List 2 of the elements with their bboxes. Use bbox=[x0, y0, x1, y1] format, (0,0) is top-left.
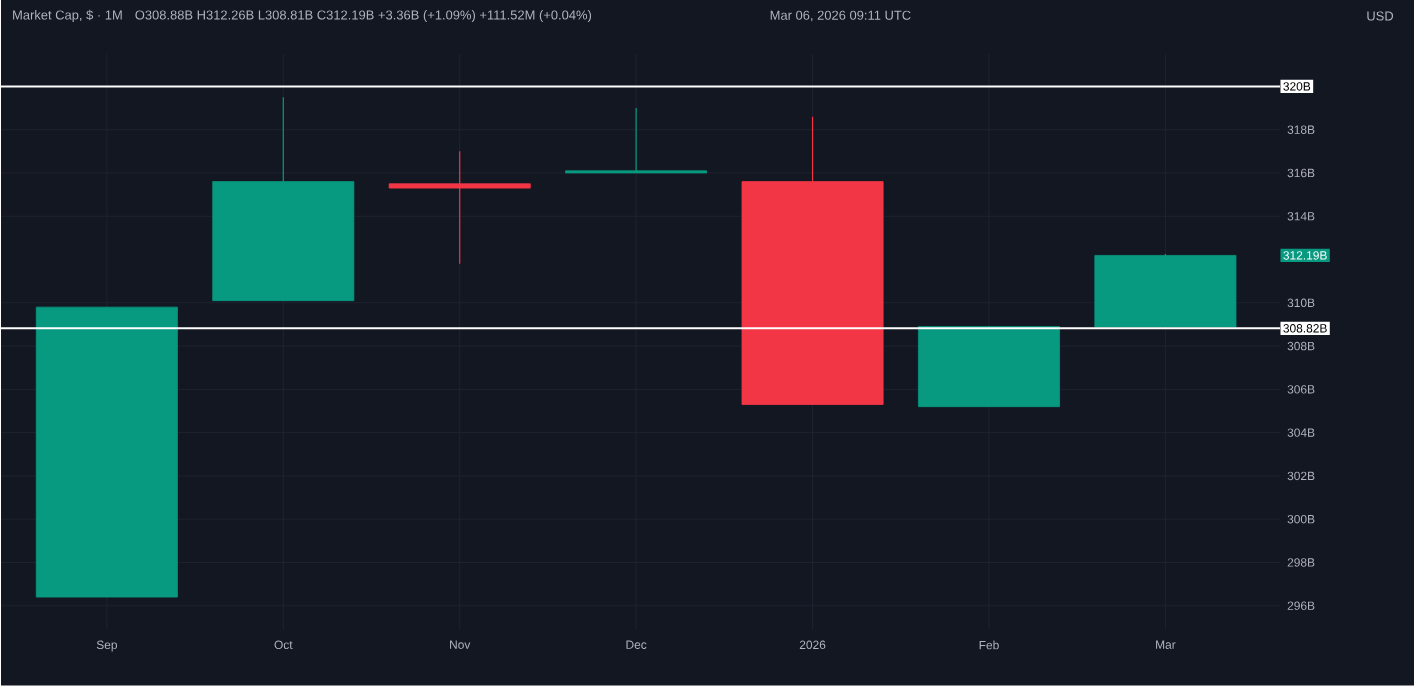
candlestick bbox=[388, 150, 531, 265]
candlestick bbox=[565, 107, 708, 174]
